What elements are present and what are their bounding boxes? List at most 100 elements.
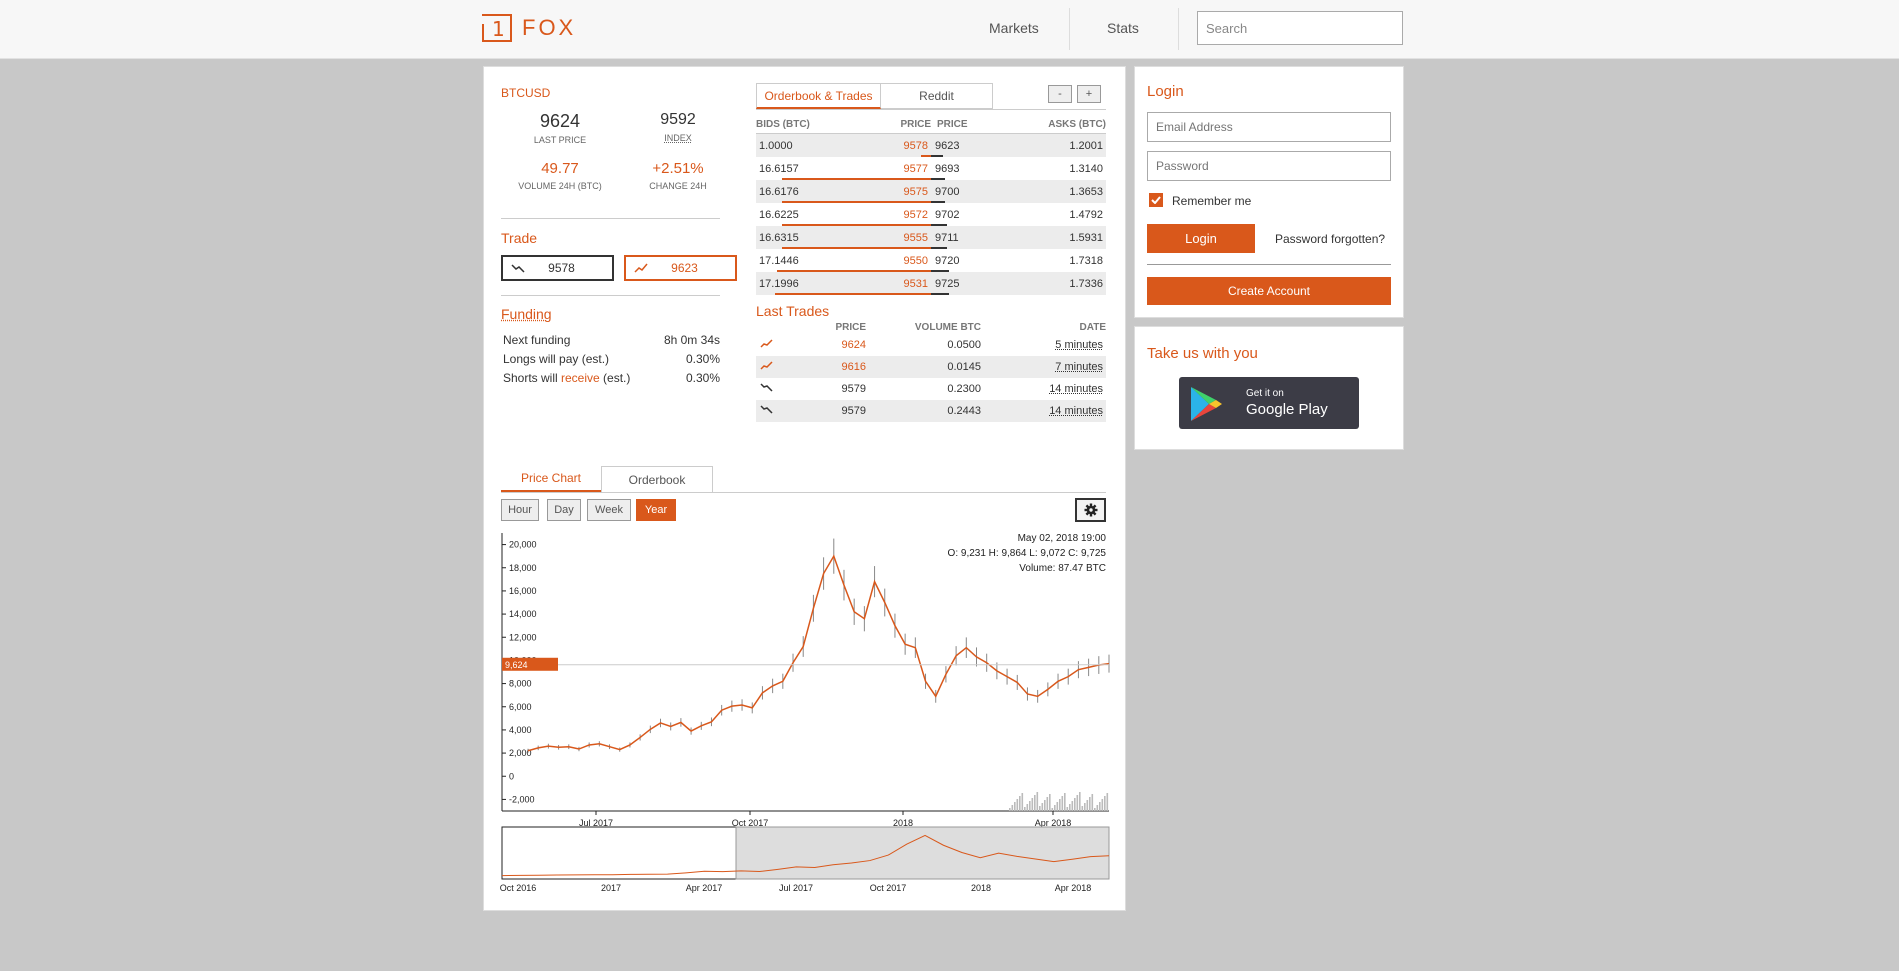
last-trades-table: PRICE VOLUME BTC DATE 9624 0.0500 5 minute… — [756, 320, 1106, 422]
ask-amount: 1.3653 — [1069, 185, 1103, 198]
forgot-password-link[interactable]: Password forgotten? — [1275, 232, 1386, 246]
store-panel: Take us with you Get it on Google Play — [1134, 326, 1404, 450]
trade-volume: 0.2443 — [947, 405, 981, 417]
orderbook-rows: 1.0000 9578 9623 1.2001 16.6157 9577 9693 1.314… — [756, 134, 1106, 295]
ask-amount: 1.5931 — [1069, 231, 1103, 244]
volume-bar — [1054, 805, 1056, 811]
bid-price: 9555 — [903, 231, 928, 244]
chart-settings-button[interactable] — [1075, 498, 1106, 522]
navigator-tick-label: 2017 — [601, 883, 621, 893]
navigator-tick-label: Jul 2017 — [779, 883, 813, 893]
password-field[interactable] — [1147, 151, 1391, 181]
nav-stats[interactable]: Stats — [1107, 20, 1139, 36]
bid-depth-bar — [782, 224, 931, 226]
trade-date[interactable]: 14 minutes — [1049, 405, 1103, 417]
ask-price: 9702 — [935, 208, 960, 221]
logo[interactable]: 1 FOX — [482, 12, 576, 44]
volume-bar — [1041, 803, 1044, 811]
index-price: 9592 INDEX — [619, 111, 737, 143]
login-title: Login — [1147, 83, 1184, 100]
volume-value: 49.77 — [541, 160, 579, 177]
volume-bar — [1106, 793, 1109, 811]
trade-date[interactable]: 14 minutes — [1049, 383, 1103, 395]
search-input[interactable] — [1197, 11, 1403, 45]
orderbook-row[interactable]: 1.0000 9578 9623 1.2001 — [756, 134, 1106, 157]
navigator-tick-label: Oct 2016 — [500, 883, 537, 893]
orderbook-row[interactable]: 16.6315 9555 9711 1.5931 — [756, 226, 1106, 249]
x-tick-label: Apr 2018 — [1035, 818, 1072, 828]
trend-up-icon — [756, 361, 786, 373]
range-day-button[interactable]: Day — [547, 499, 581, 521]
ask-price: 9623 — [935, 139, 960, 152]
orderbook-row[interactable]: 16.6225 9572 9702 1.4792 — [756, 203, 1106, 226]
volume-bar — [1076, 795, 1079, 811]
volume-bar — [1016, 799, 1019, 811]
tab-orderbook-trades[interactable]: Orderbook & Trades — [756, 83, 881, 109]
change-24h: +2.51% CHANGE 24H — [619, 160, 737, 191]
bid-price: 9550 — [903, 254, 928, 267]
orderbook-row[interactable]: 17.1446 9550 9720 1.7318 — [756, 249, 1106, 272]
y-tick-label: 4,000 — [509, 725, 532, 735]
funding-label: Next funding — [503, 333, 571, 347]
price-chart[interactable]: 20,00018,00016,00014,00012,00010,0008,00… — [498, 527, 1110, 907]
orderbook-row[interactable]: 16.6157 9577 9693 1.3140 — [756, 157, 1106, 180]
google-play-icon — [1191, 387, 1222, 421]
trend-down-icon — [756, 405, 786, 417]
volume-bar — [1071, 801, 1074, 811]
y-tick-label: 6,000 — [509, 702, 532, 712]
tab-reddit[interactable]: Reddit — [881, 83, 993, 109]
orderbook-row[interactable]: 16.6176 9575 9700 1.3653 — [756, 180, 1106, 203]
volume-bar — [1081, 806, 1084, 811]
volume-bar — [1011, 805, 1014, 811]
trade-date[interactable]: 5 minutes — [1055, 339, 1103, 351]
ask-depth-bar — [931, 155, 944, 157]
sell-button[interactable]: 9578 — [501, 255, 614, 281]
zoom-out-button[interactable]: - — [1048, 85, 1072, 103]
divider — [501, 295, 720, 296]
y-tick-label: 14,000 — [509, 609, 537, 619]
store-title: Take us with you — [1147, 345, 1258, 362]
trade-row: 9579 0.2443 14 minutes — [756, 400, 1106, 422]
col-asks: ASKS (BTC) — [1048, 118, 1106, 130]
y-tick-label: 12,000 — [509, 632, 537, 642]
range-week-button[interactable]: Week — [587, 499, 631, 521]
login-button[interactable]: Login — [1147, 224, 1255, 253]
volume-bar — [1049, 794, 1051, 811]
range-year-button[interactable]: Year — [636, 499, 676, 521]
buy-button[interactable]: 9623 — [624, 255, 737, 281]
bid-price: 9575 — [903, 185, 928, 198]
email-field[interactable] — [1147, 112, 1391, 142]
bid-amount: 17.1996 — [759, 277, 799, 290]
ask-depth-bar — [931, 247, 947, 249]
login-panel: Login Remember me Login Password forgott… — [1134, 66, 1404, 318]
zoom-in-button[interactable]: + — [1077, 85, 1101, 103]
bid-depth-bar — [782, 247, 931, 249]
trade-price: 9624 — [841, 339, 866, 351]
change-value: +2.51% — [652, 160, 704, 177]
sell-price: 9578 — [548, 261, 575, 275]
funding-label: Shorts will receive (est.) — [503, 371, 631, 385]
volume-bar — [1089, 797, 1091, 811]
volume-bar — [1034, 795, 1036, 811]
google-play-badge[interactable]: Get it on Google Play — [1179, 377, 1359, 429]
price-line — [527, 554, 1110, 752]
orderbook-row[interactable]: 17.1996 9531 9725 1.7336 — [756, 272, 1106, 295]
create-account-button[interactable]: Create Account — [1147, 277, 1391, 305]
trend-down-icon — [756, 383, 786, 395]
tab-orderbook[interactable]: Orderbook — [601, 466, 713, 492]
bid-depth-bar — [920, 155, 931, 157]
bid-depth-bar — [782, 201, 931, 203]
current-price-tag — [502, 657, 558, 671]
index-label[interactable]: INDEX — [664, 133, 692, 143]
volume-bar — [1101, 799, 1104, 811]
volume-24h: 49.77 VOLUME 24H (BTC) — [501, 160, 619, 191]
nav-markets[interactable]: Markets — [989, 20, 1039, 36]
index-value: 9592 — [660, 111, 696, 128]
remember-checkbox[interactable] — [1149, 193, 1163, 207]
tab-price-chart[interactable]: Price Chart — [501, 466, 601, 492]
x-tick-label: Oct 2017 — [732, 818, 769, 828]
range-hour-button[interactable]: Hour — [501, 499, 539, 521]
trade-volume: 0.0145 — [947, 361, 981, 373]
trade-date[interactable]: 7 minutes — [1055, 361, 1103, 373]
funding-title[interactable]: Funding — [501, 306, 552, 322]
